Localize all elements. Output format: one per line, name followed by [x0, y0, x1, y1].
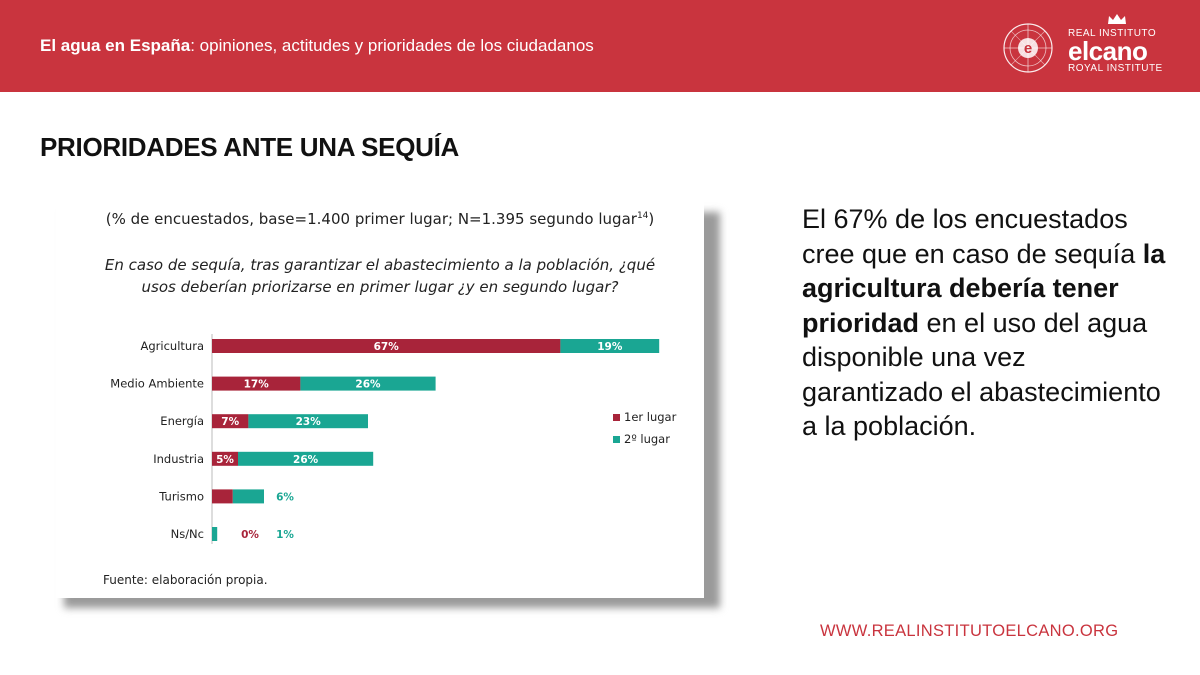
bar-segment	[212, 489, 233, 504]
bar-segment	[300, 376, 436, 391]
presentation-title-bold: El agua en España	[40, 36, 191, 55]
category-label: Ns/Nc	[171, 527, 204, 541]
chart-subtitle: (% de encuestados, base=1.400 primer lug…	[56, 210, 704, 228]
bar-segment	[232, 489, 264, 504]
chart-card: (% de encuestados, base=1.400 primer lug…	[56, 192, 704, 598]
commentary-part-1: El 67% de los encuestados cree que en ca…	[802, 204, 1143, 269]
header-bar: El agua en España: opiniones, actitudes …	[0, 0, 1200, 92]
bar-segment	[560, 339, 660, 353]
category-label: Agricultura	[141, 339, 204, 353]
logo-line-2: elcano	[1068, 36, 1148, 66]
commentary-text: El 67% de los encuestados cree que en ca…	[802, 202, 1172, 444]
logo-text: REAL INSTITUTO elcano ROYAL INSTITUTE	[1068, 10, 1163, 74]
bar-segment	[212, 414, 249, 429]
svg-text:e: e	[1024, 40, 1032, 57]
chart-subtitle-text: (% de encuestados, base=1.400 primer lug…	[105, 210, 637, 228]
legend-swatch	[613, 414, 620, 421]
chart-subtitle-footnote: 14	[636, 211, 649, 221]
data-label: 23%	[296, 416, 322, 428]
chart-question: En caso de sequía, tras garantizar el ab…	[104, 256, 656, 296]
presentation-title: El agua en España: opiniones, actitudes …	[40, 36, 594, 56]
data-label: 6%	[276, 491, 294, 503]
logo-line-3: ROYAL INSTITUTE	[1068, 63, 1163, 74]
category-label: Industria	[153, 452, 204, 466]
category-label: Turismo	[158, 489, 204, 503]
commentary-bold: la agricultura debería tener prioridad	[802, 238, 1166, 338]
bar-segment	[212, 527, 218, 541]
data-label: 17%	[244, 379, 270, 391]
data-label: 26%	[293, 454, 319, 466]
chart-subtitle-close: )	[648, 210, 655, 228]
bar-segment	[212, 339, 561, 353]
bar-segment	[238, 451, 374, 466]
bar-segment	[212, 376, 301, 391]
data-label: 5%	[216, 454, 234, 466]
legend-swatch	[613, 436, 620, 443]
bar-segment	[248, 414, 368, 429]
chart-source: Fuente: elaboración propia.	[103, 573, 268, 587]
logo-line-1: REAL INSTITUTO	[1068, 28, 1157, 39]
category-label: Medio Ambiente	[110, 377, 204, 391]
page-title: PRIORIDADES ANTE UNA SEQUÍA	[40, 132, 460, 162]
data-label: 67%	[374, 341, 400, 353]
presentation-title-rest: : opiniones, actitudes y prioridades de …	[190, 36, 594, 55]
category-label: Energía	[160, 414, 204, 428]
commentary-part-2: en el uso del agua disponible una vez ga…	[802, 307, 1161, 442]
data-label: 0%	[241, 529, 259, 541]
elcano-compass-logo-icon: e	[1003, 23, 1053, 73]
data-label: 26%	[355, 379, 381, 391]
data-label: 7%	[221, 416, 239, 428]
stacked-bar-chart: Agricultura 67% 19% Medio Ambiente 17% 26% Ene…	[110, 334, 677, 544]
legend-label: 2º lugar	[624, 432, 670, 446]
data-label: 19%	[597, 341, 623, 353]
elcano-logo: e REAL INSTITUTO elcano ROYAL INSTITUTE	[1000, 10, 1170, 82]
data-label: 1%	[276, 529, 294, 541]
website-link[interactable]: WWW.REALINSTITUTOELCANO.ORG	[820, 622, 1119, 640]
legend-label: 1er lugar	[624, 410, 677, 424]
crown-icon	[1108, 14, 1126, 24]
bar-segment	[212, 451, 238, 466]
